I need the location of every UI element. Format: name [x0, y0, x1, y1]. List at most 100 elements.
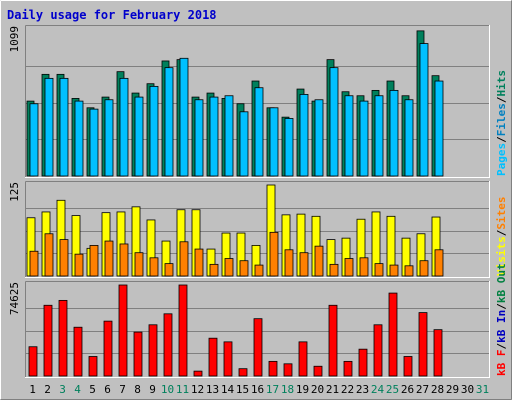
- bar-kb-f: [88, 356, 98, 377]
- day-label-28: 28: [431, 383, 444, 396]
- legend: kB F/kB In/kB Out: [495, 263, 508, 376]
- bar-files: [419, 43, 429, 177]
- bar-sites: [119, 243, 129, 277]
- bar-kb-f: [163, 313, 173, 377]
- legend-separator: /: [495, 96, 508, 103]
- bar-kb-f: [223, 341, 233, 377]
- bar-files: [389, 89, 399, 177]
- day-label-21: 21: [326, 383, 339, 396]
- legend: Visits/Sites: [495, 197, 508, 277]
- day-label-15: 15: [236, 383, 249, 396]
- day-label-29: 29: [446, 383, 459, 396]
- bar-files: [314, 99, 324, 177]
- bar-kb-f: [148, 324, 158, 377]
- bar-files: [254, 87, 264, 177]
- bar-sites: [59, 239, 69, 277]
- day-label-1: 1: [29, 383, 36, 396]
- legend-kb-out: kB Out: [495, 263, 508, 303]
- bar-files: [239, 111, 249, 177]
- bar-kb-f: [118, 284, 128, 377]
- bar-files: [134, 96, 144, 177]
- bar-kb-f: [433, 329, 443, 377]
- bar-kb-f: [103, 320, 113, 377]
- legend-hits: Hits: [495, 70, 508, 97]
- bar-kb-f: [58, 299, 68, 377]
- bar-kb-f: [28, 346, 38, 377]
- bar-kb-f: [388, 292, 398, 377]
- legend-separator: /: [495, 343, 508, 350]
- bar-files: [299, 94, 309, 177]
- day-label-12: 12: [191, 383, 204, 396]
- bar-files: [209, 96, 219, 177]
- y-max-label: 74625: [8, 282, 21, 315]
- day-label-8: 8: [134, 383, 141, 396]
- day-label-6: 6: [104, 383, 111, 396]
- bar-kb-f: [238, 368, 248, 377]
- day-label-3: 3: [59, 383, 66, 396]
- legend-separator: /: [495, 229, 508, 236]
- bar-sites: [89, 245, 99, 277]
- bar-sites: [374, 263, 384, 277]
- bar-files: [164, 67, 174, 177]
- bar-sites: [164, 263, 174, 277]
- bar-sites: [194, 248, 204, 277]
- legend-visits: Visits: [495, 236, 508, 276]
- bar-sites: [149, 257, 159, 277]
- day-label-25: 25: [386, 383, 399, 396]
- legend-kb-f: kB F: [495, 350, 508, 377]
- bar-sites: [389, 264, 399, 277]
- panel-visits: 125 Visits/Sites: [8, 181, 508, 278]
- bar-sites: [269, 231, 279, 277]
- bar-files: [59, 77, 69, 177]
- bar-files: [74, 100, 84, 177]
- bar-files: [179, 57, 189, 177]
- bar-sites: [29, 250, 39, 277]
- bar-files: [119, 77, 129, 177]
- day-label-10: 10: [161, 383, 174, 396]
- bar-files: [149, 85, 159, 177]
- bar-kb-f: [298, 341, 308, 377]
- day-label-27: 27: [416, 383, 429, 396]
- bar-sites: [134, 252, 144, 277]
- bar-sites: [404, 265, 414, 277]
- bar-files: [329, 67, 339, 177]
- bar-files: [89, 108, 99, 177]
- bar-files: [44, 77, 54, 177]
- bar-files: [374, 95, 384, 177]
- legend-separator: /: [495, 136, 508, 143]
- day-label-22: 22: [341, 383, 354, 396]
- bar-kb-f: [328, 304, 338, 377]
- bar-kb-f: [193, 370, 203, 377]
- bar-sites: [74, 253, 84, 277]
- legend-sites: Sites: [495, 197, 508, 230]
- bar-kb-f: [418, 312, 428, 377]
- bar-files: [104, 99, 114, 177]
- bar-kb-f: [373, 324, 383, 377]
- day-label-13: 13: [206, 383, 219, 396]
- bar-files: [29, 103, 39, 177]
- bar-kb-f: [283, 363, 293, 377]
- bar-sites: [254, 264, 264, 277]
- day-label-26: 26: [401, 383, 414, 396]
- bar-sites: [344, 258, 354, 277]
- bar-kb-f: [178, 284, 188, 377]
- legend-pages: Pages: [495, 143, 508, 176]
- bar-files: [194, 99, 204, 177]
- bar-files: [269, 107, 279, 177]
- day-label-11: 11: [176, 383, 189, 396]
- day-label-24: 24: [371, 383, 385, 396]
- chart-title: Daily usage for February 2018: [7, 8, 217, 22]
- legend-kb-in: kB In: [495, 310, 508, 343]
- bar-sites: [314, 245, 324, 277]
- day-label-14: 14: [221, 383, 235, 396]
- bar-sites: [434, 249, 444, 277]
- day-label-23: 23: [356, 383, 369, 396]
- bar-files: [434, 80, 444, 177]
- day-labels: 1 2 3 4 5 6 7 8 9 10 11 12 13 14 15 16 17 18 19 20 21 22 23 24 2…: [29, 383, 489, 396]
- bar-kb-f: [313, 365, 323, 377]
- day-label-7: 7: [119, 383, 126, 396]
- legend: Pages/Files/Hits: [495, 70, 508, 176]
